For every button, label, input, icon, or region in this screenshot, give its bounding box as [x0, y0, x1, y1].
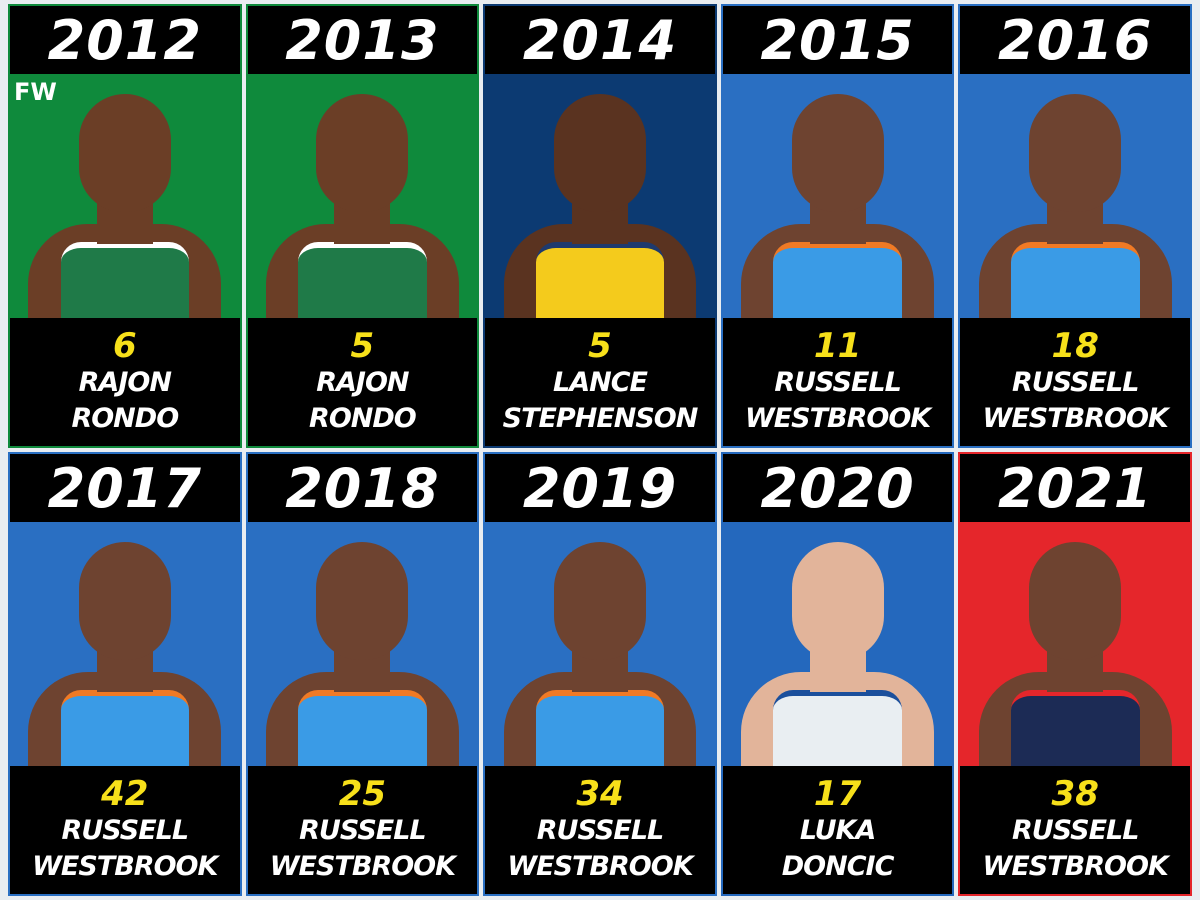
player-last-name: STEPHENSON — [502, 403, 699, 434]
player-first-name: RUSSELL — [61, 815, 189, 846]
player-first-name: RUSSELL — [299, 815, 426, 846]
stat-value: 17 — [813, 774, 862, 814]
year-label: 2016 — [960, 6, 1190, 74]
jersey — [535, 690, 665, 766]
player-first-name: RAJON — [78, 367, 172, 398]
head — [78, 94, 171, 212]
player-last-name: WESTBROOK — [982, 403, 1169, 434]
stat-value: 5 — [588, 326, 612, 366]
player-photo — [485, 74, 715, 318]
year-label: 2019 — [485, 454, 715, 522]
stat-panel: 17 LUKA DONCIC — [722, 766, 953, 894]
player-last-name: WESTBROOK — [269, 851, 456, 882]
head — [791, 542, 884, 660]
stat-panel: 11 RUSSELL WESTBROOK — [722, 318, 953, 446]
jersey — [1010, 690, 1140, 766]
jersey — [535, 242, 665, 318]
player-first-name: RUSSELL — [1011, 815, 1139, 846]
jersey — [773, 242, 902, 318]
head — [553, 94, 646, 212]
stat-panel: 18 RUSSELL WESTBROOK — [960, 318, 1190, 446]
head — [316, 94, 409, 212]
player-first-name: LANCE — [553, 367, 648, 398]
stat-value: 34 — [576, 774, 624, 814]
stat-panel: 5 LANCE STEPHENSON — [485, 318, 715, 446]
player-first-name: RUSSELL — [1011, 367, 1139, 398]
year-label: 2015 — [722, 6, 953, 74]
stat-panel: 25 RUSSELL WESTBROOK — [247, 766, 478, 894]
player-first-name: RAJON — [316, 367, 409, 398]
jersey — [298, 690, 427, 766]
year-card: 2013 5 RAJON RONDO — [245, 4, 480, 448]
jersey — [298, 242, 427, 318]
stat-panel: 6 RAJON RONDO — [10, 318, 240, 446]
jersey — [1010, 242, 1140, 318]
year-card: 2020 17 LUKA DONCIC — [720, 452, 955, 896]
player-photo — [722, 522, 953, 766]
year-card: 2018 25 RUSSELL WESTBROOK — [245, 452, 480, 896]
head — [316, 542, 409, 660]
year-card: 2016 18 RUSSELL WESTBROOK — [958, 4, 1192, 448]
year-label: 2020 — [722, 454, 953, 522]
player-last-name: WESTBROOK — [507, 851, 693, 882]
head — [1029, 94, 1122, 212]
stat-panel: 5 RAJON RONDO — [247, 318, 478, 446]
year-card: 2017 42 RUSSELL WESTBROOK — [8, 452, 242, 896]
player-photo — [10, 74, 240, 318]
player-last-name: WESTBROOK — [744, 403, 931, 434]
stat-value: 38 — [1051, 774, 1099, 814]
stat-panel: 34 RUSSELL WESTBROOK — [485, 766, 715, 894]
player-photo — [485, 522, 715, 766]
jersey — [60, 242, 190, 318]
stat-value: 25 — [338, 774, 387, 814]
watermark-logo: FW — [14, 78, 57, 106]
year-grid: 2012 6 RAJON RONDO FW 2013 5 RAJON RONDO… — [8, 4, 1192, 896]
player-photo — [247, 74, 478, 318]
head — [791, 94, 884, 212]
stat-value: 42 — [101, 774, 149, 814]
player-first-name: RUSSELL — [774, 367, 901, 398]
head — [553, 542, 646, 660]
player-last-name: WESTBROOK — [982, 851, 1169, 882]
stat-panel: 38 RUSSELL WESTBROOK — [960, 766, 1190, 894]
player-last-name: WESTBROOK — [32, 851, 218, 882]
stat-value: 5 — [350, 326, 375, 366]
year-label: 2014 — [485, 6, 715, 74]
player-photo — [960, 522, 1190, 766]
year-label: 2017 — [10, 454, 240, 522]
year-label: 2012 — [10, 6, 240, 74]
year-card: 2014 5 LANCE STEPHENSON — [483, 4, 717, 448]
stat-value: 11 — [813, 326, 862, 366]
year-card: 2019 34 RUSSELL WESTBROOK — [483, 452, 717, 896]
year-label: 2013 — [247, 6, 478, 74]
head — [78, 542, 171, 660]
player-photo — [722, 74, 953, 318]
stat-value: 6 — [112, 326, 137, 366]
year-label: 2021 — [960, 454, 1190, 522]
player-last-name: RONDO — [71, 403, 179, 434]
year-label: 2018 — [247, 454, 478, 522]
stat-panel: 42 RUSSELL WESTBROOK — [10, 766, 240, 894]
player-first-name: RUSSELL — [536, 815, 664, 846]
jersey — [60, 690, 190, 766]
player-photo — [247, 522, 478, 766]
player-last-name: DONCIC — [781, 851, 895, 882]
player-last-name: RONDO — [309, 403, 417, 434]
player-first-name: LUKA — [799, 815, 876, 846]
jersey — [773, 690, 902, 766]
player-photo — [10, 522, 240, 766]
year-card: 2012 6 RAJON RONDO FW — [8, 4, 242, 448]
stat-value: 18 — [1051, 326, 1099, 366]
year-card: 2021 38 RUSSELL WESTBROOK — [958, 452, 1192, 896]
year-card: 2015 11 RUSSELL WESTBROOK — [720, 4, 955, 448]
player-photo — [960, 74, 1190, 318]
head — [1029, 542, 1122, 660]
